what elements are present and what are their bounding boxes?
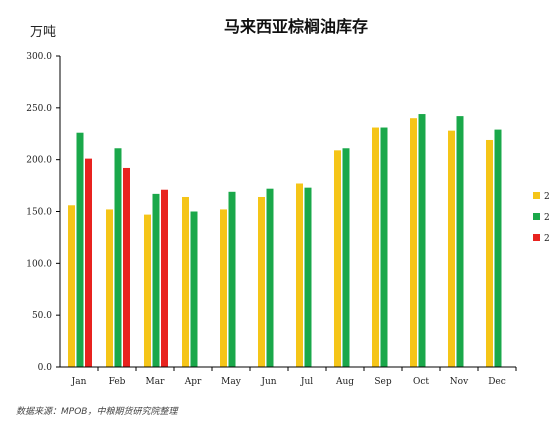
bar	[448, 130, 455, 367]
bar	[114, 148, 122, 367]
x-tick-label: May	[221, 377, 242, 387]
legend-swatch	[533, 234, 540, 241]
source-note: 数据来源：MPOB，中粮期货研究院整理	[16, 406, 179, 417]
bar	[161, 189, 168, 367]
bar	[418, 114, 426, 367]
bar	[372, 127, 379, 367]
bar	[334, 150, 341, 367]
x-axis-labels: Jan Feb Mar Apr May Jun Jul Aug Sep Oct Nov Dec	[71, 377, 506, 387]
y-tick-label: 50.0	[32, 311, 52, 321]
legend-label: 2	[544, 213, 550, 223]
y-unit-label: 万吨	[30, 25, 56, 40]
x-tick-label: Sep	[374, 377, 391, 387]
x-tick-label: Jul	[300, 377, 313, 387]
bar	[68, 205, 75, 367]
bar	[342, 148, 350, 367]
x-tick-label: Dec	[488, 377, 506, 387]
chart-title: 马来西亚棕榈油库存	[224, 17, 368, 36]
bar	[410, 118, 417, 367]
x-tick-label: Feb	[109, 377, 126, 387]
y-axis-ticks: 0.0 50.0 100.0 150.0 200.0 250.0 300.0	[26, 52, 60, 373]
bar	[106, 209, 113, 367]
legend-swatch	[533, 213, 540, 220]
x-tick-label: Mar	[146, 377, 166, 387]
x-tick-label: Apr	[184, 377, 202, 387]
legend-label: 2	[544, 192, 550, 202]
y-tick-label: 150.0	[26, 208, 52, 218]
bar	[123, 167, 130, 367]
y-tick-label: 200.0	[26, 156, 52, 166]
x-tick-label: Oct	[413, 377, 429, 387]
bar	[486, 139, 493, 367]
bar	[144, 214, 151, 367]
x-tick-label: Aug	[335, 377, 354, 387]
axes	[59, 56, 517, 371]
bar	[228, 191, 236, 367]
bar	[380, 127, 388, 367]
bar	[266, 188, 274, 367]
x-tick-label: Jun	[260, 377, 276, 387]
legend-swatch	[533, 192, 540, 199]
bar	[296, 183, 303, 367]
bar	[190, 211, 198, 367]
x-tick-label: Nov	[450, 377, 469, 387]
legend: 2 2 2	[533, 192, 550, 244]
x-tick-label: Jan	[71, 377, 87, 387]
bar	[76, 132, 84, 367]
bar	[494, 129, 502, 367]
legend-label: 2	[544, 234, 550, 244]
bar	[456, 116, 464, 367]
bar	[85, 158, 92, 367]
y-tick-label: 300.0	[26, 52, 52, 62]
bar	[304, 187, 312, 367]
bars	[68, 114, 502, 367]
y-tick-label: 250.0	[26, 104, 52, 114]
bar	[152, 193, 160, 367]
y-tick-label: 100.0	[26, 259, 52, 269]
bar	[220, 209, 227, 367]
bar	[258, 196, 265, 367]
y-tick-label: 0.0	[38, 363, 53, 373]
bar	[182, 196, 189, 367]
